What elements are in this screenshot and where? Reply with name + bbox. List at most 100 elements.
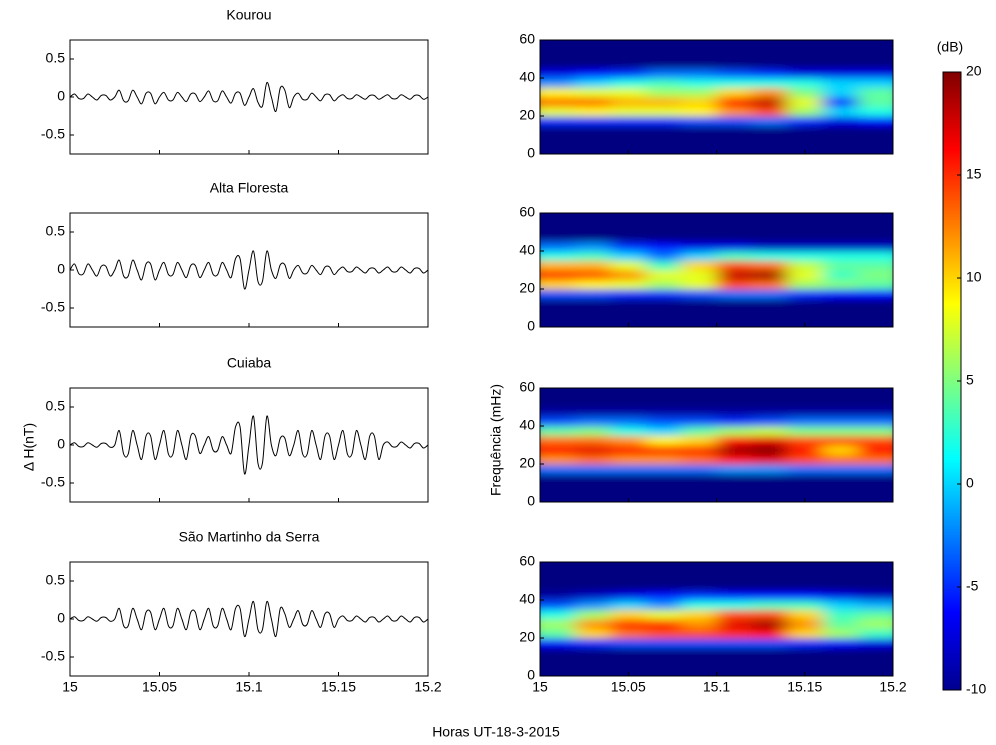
- heatmap-cell: [681, 483, 717, 493]
- y-tick-label: -0.5: [41, 648, 65, 664]
- heatmap-cell: [575, 87, 612, 98]
- heatmap-cell: [716, 279, 753, 290]
- heatmap-cell: [575, 125, 612, 136]
- heatmap-cell: [751, 581, 788, 591]
- x-tick-label: 15.15: [787, 679, 822, 695]
- heatmap-cell: [645, 619, 682, 629]
- heatmap-cell: [681, 657, 717, 667]
- heatmap-cell: [681, 562, 717, 572]
- y-tick-label: 40: [519, 417, 535, 433]
- heatmap-cell: [540, 590, 576, 601]
- y-tick-label: 0: [527, 667, 535, 683]
- heatmap-cell: [857, 97, 893, 107]
- heatmap-cell: [857, 279, 893, 290]
- heatmap-cell: [610, 464, 647, 474]
- heatmap-cell: [681, 106, 717, 117]
- heatmap-cell: [645, 317, 682, 327]
- heatmap-cell: [645, 232, 682, 242]
- heatmap-cell: [751, 106, 788, 117]
- heatmap-cell: [716, 106, 753, 117]
- heatmap-cell: [681, 298, 717, 309]
- heatmap-cell: [681, 40, 717, 50]
- heatmap-cell: [610, 289, 647, 299]
- heatmap-cell: [716, 270, 753, 280]
- heatmap-cell: [645, 116, 682, 126]
- heatmap-cell: [787, 407, 823, 417]
- heatmap-cell: [751, 116, 788, 126]
- heatmap-cell: [645, 435, 682, 446]
- heatmap-cell: [822, 97, 859, 107]
- x-tick-label: 15.1: [235, 679, 262, 695]
- heatmap-cell: [751, 125, 788, 136]
- heatmap-cell: [857, 260, 893, 271]
- heatmap-cell: [681, 638, 717, 648]
- heatmap-cell: [716, 647, 753, 658]
- heatmap-cell: [610, 619, 647, 629]
- heatmap-cell: [645, 454, 682, 465]
- heatmap-cell: [645, 647, 682, 658]
- heatmap-cell: [610, 59, 647, 69]
- heatmap-cell: [787, 135, 823, 145]
- heatmap-cell: [681, 619, 717, 629]
- heatmap-cell: [787, 78, 823, 88]
- heatmap-cell: [857, 657, 893, 667]
- heatmap-cell: [681, 445, 717, 455]
- heatmap-cell: [716, 666, 753, 676]
- heatmap-cells: [540, 562, 893, 676]
- heatmap-cell: [645, 609, 682, 620]
- heatmap-cell: [822, 87, 859, 98]
- heatmap-cell: [857, 232, 893, 242]
- heatmap-cell: [822, 492, 859, 502]
- heatmap-cell: [540, 388, 576, 398]
- heatmap-cell: [751, 435, 788, 446]
- heatmap-cell: [645, 492, 682, 502]
- heatmap-cell: [610, 473, 647, 484]
- heatmap-cell: [716, 135, 753, 145]
- heatmap-cell: [540, 116, 576, 126]
- heatmap-cell: [787, 581, 823, 591]
- heatmap-cell: [645, 78, 682, 88]
- heatmap-cell: [645, 407, 682, 417]
- heatmap-cell: [716, 445, 753, 455]
- heatmap-cell: [716, 222, 753, 233]
- heatmap-cell: [681, 289, 717, 299]
- heatmap-cell: [716, 59, 753, 69]
- heatmap-cell: [610, 445, 647, 455]
- waveform-line: [70, 415, 428, 475]
- heatmap-cell: [716, 213, 753, 223]
- heatmap-cell: [787, 106, 823, 117]
- heatmap-cell: [540, 232, 576, 242]
- heatmap-cell: [857, 222, 893, 233]
- heatmap-cell: [575, 68, 612, 79]
- heatmap-cell: [681, 135, 717, 145]
- heatmap-cell: [751, 87, 788, 98]
- heatmap-cell: [681, 213, 717, 223]
- heatmap-cell: [716, 609, 753, 620]
- y-tick-label: 40: [519, 242, 535, 258]
- heatmap-cell: [540, 308, 576, 318]
- heatmap-cell: [751, 97, 788, 107]
- heatmap-cell: [857, 106, 893, 117]
- heatmap-cell: [822, 135, 859, 145]
- heatmap-cell: [645, 397, 682, 408]
- heatmap-cell: [610, 213, 647, 223]
- heatmap-cell: [751, 609, 788, 620]
- panel-title: Kourou: [226, 7, 271, 23]
- heatmap-cell: [857, 144, 893, 154]
- y-tick-label: 0: [57, 261, 65, 277]
- heatmap-cell: [610, 571, 647, 582]
- heatmap-cell: [540, 144, 576, 154]
- heatmap-cell: [751, 492, 788, 502]
- heatmap-cell: [645, 87, 682, 98]
- y-tick-label: 20: [519, 107, 535, 123]
- heatmap-cell: [610, 388, 647, 398]
- heatmap-cell: [716, 619, 753, 629]
- heatmap-cell: [822, 260, 859, 271]
- heatmap-cell: [751, 416, 788, 427]
- heatmap-cell: [540, 279, 576, 290]
- heatmap-cell: [645, 97, 682, 107]
- heatmap-cell: [716, 407, 753, 417]
- heatmap-cell: [575, 492, 612, 502]
- heatmap-cell: [787, 483, 823, 493]
- heatmap-cell: [822, 397, 859, 408]
